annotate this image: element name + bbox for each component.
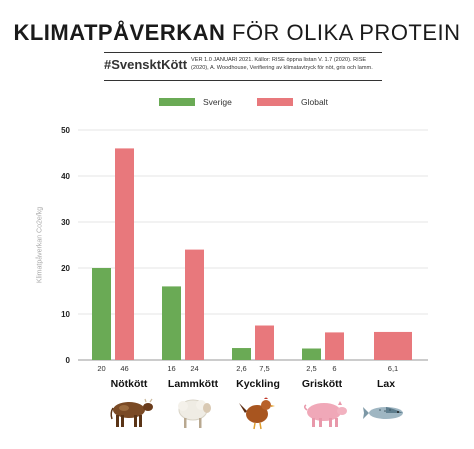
value-label-globalt-notkott: 46 xyxy=(120,364,128,373)
pig-icon xyxy=(303,401,347,427)
y-tick-label-10: 10 xyxy=(61,310,70,319)
legend: Sverige Globalt xyxy=(0,96,474,108)
legend-swatch-globalt xyxy=(257,98,293,106)
sheep-icon xyxy=(178,399,211,428)
legend-label-globalt: Globalt xyxy=(301,97,328,107)
top-rule xyxy=(104,52,382,53)
category-label-lax: Lax xyxy=(376,378,396,390)
bar-globalt-kyckling xyxy=(255,325,274,360)
value-label-sverige-notkott: 20 xyxy=(97,364,105,373)
title-light: FÖR OLIKA PROTEIN xyxy=(232,20,461,45)
category-label-notkott: Nötkött xyxy=(110,378,148,390)
cow-icon xyxy=(110,398,153,427)
value-label-sverige-kyckling: 2,6 xyxy=(236,364,246,373)
y-tick-label-20: 20 xyxy=(61,264,70,273)
bar-sverige-kyckling xyxy=(232,348,251,360)
y-tick-label-50: 50 xyxy=(61,126,70,135)
value-label-sverige-griskott: 2,5 xyxy=(306,364,316,373)
bar-globalt-lax xyxy=(374,331,412,360)
category-label-lammkott: Lammkött xyxy=(167,378,219,390)
bar-globalt-notkott xyxy=(115,148,134,360)
y-tick-label-0: 0 xyxy=(66,356,71,365)
legend-item-sverige: Sverige xyxy=(159,96,232,108)
hashtag: #SvensktKött xyxy=(104,57,188,72)
value-label-sverige-lammkott: 16 xyxy=(167,364,175,373)
bar-globalt-lammkott xyxy=(185,249,204,360)
value-label-globalt-lammkott: 24 xyxy=(190,364,198,373)
source-note: VER 1.0 JANUARI 2021. Källor: RISE öppna… xyxy=(191,57,373,72)
legend-label-sverige: Sverige xyxy=(203,97,232,107)
chart-title: KLIMATPÅVERKAN FÖR OLIKA PROTEIN xyxy=(0,20,474,46)
value-label-globalt-lax: 6,1 xyxy=(388,364,398,373)
chicken-icon xyxy=(239,397,275,430)
category-label-kyckling: Kyckling xyxy=(236,378,280,390)
fish-icon xyxy=(363,407,403,419)
title-bold: KLIMATPÅVERKAN xyxy=(13,20,226,45)
y-tick-label-30: 30 xyxy=(61,218,70,227)
bar-sverige-lammkott xyxy=(162,286,181,360)
legend-item-globalt: Globalt xyxy=(257,96,328,108)
bar-globalt-griskott xyxy=(325,332,344,360)
bottom-rule xyxy=(104,80,382,81)
category-label-griskott: Griskött xyxy=(301,378,343,390)
bar-sverige-griskott xyxy=(302,348,321,360)
bar-sverige-notkott xyxy=(92,268,111,360)
y-tick-label-40: 40 xyxy=(61,172,70,181)
value-label-globalt-griskott: 6 xyxy=(332,364,336,373)
legend-swatch-sverige xyxy=(159,98,195,106)
value-label-globalt-kyckling: 7,5 xyxy=(259,364,269,373)
